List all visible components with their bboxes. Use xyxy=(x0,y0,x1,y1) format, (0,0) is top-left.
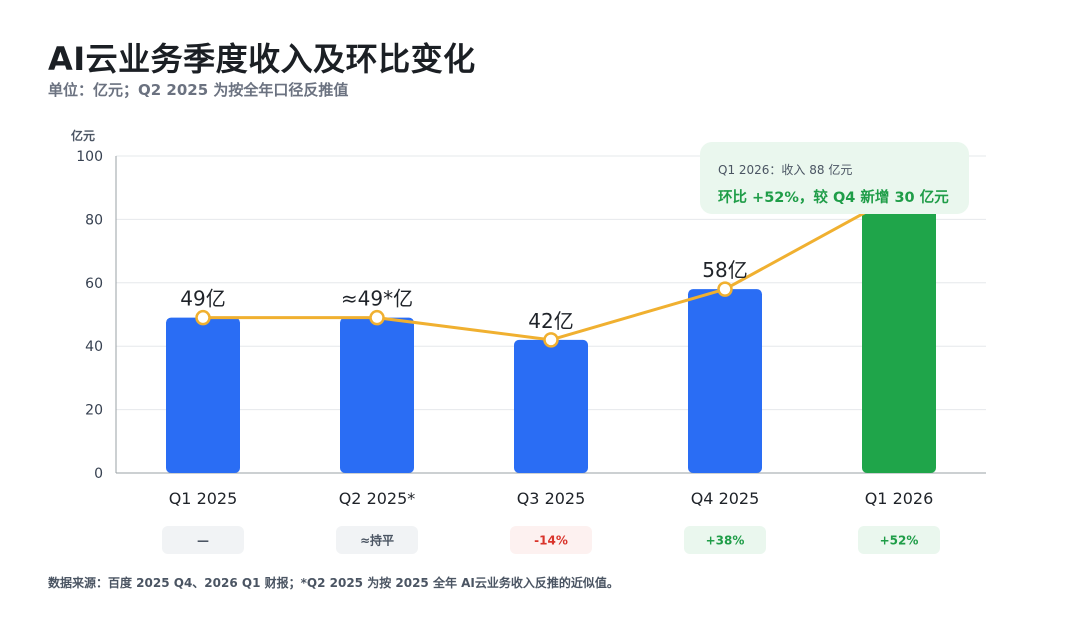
data-label: 49亿 xyxy=(180,287,225,311)
annotation-line1: Q1 2026：收入 88 亿元 xyxy=(718,162,852,177)
y-tick-label: 20 xyxy=(85,403,103,419)
y-tick-label: 0 xyxy=(94,466,103,482)
x-tick-label: Q1 2026 xyxy=(865,489,934,508)
trend-point xyxy=(369,309,385,326)
page-title: AI云业务季度收入及环比变化 xyxy=(48,40,476,78)
annotation-callout: Q1 2026：收入 88 亿元 环比 +52%，较 Q4 新增 30 亿元 xyxy=(700,142,969,214)
qoq-badge xyxy=(336,526,418,554)
x-tick-label: Q4 2025 xyxy=(691,489,760,508)
trend-point xyxy=(195,309,211,326)
trend-point xyxy=(543,332,559,348)
bar xyxy=(166,317,240,473)
qoq-badge-label: ≈持平 xyxy=(360,533,394,548)
annotation-line2: 环比 +52%，较 Q4 新增 30 亿元 xyxy=(718,188,949,206)
source-note: 数据来源：百度 2025 Q4、2026 Q1 财报；*Q2 2025 为按 2… xyxy=(48,576,619,590)
qoq-badge-label: -14% xyxy=(534,534,568,548)
bar xyxy=(340,317,414,473)
y-tick-label: 60 xyxy=(85,276,103,292)
trend-point xyxy=(717,281,733,297)
bar xyxy=(514,339,588,473)
y-tick-label: 80 xyxy=(85,212,103,228)
qoq-badge-label: — xyxy=(197,534,209,548)
x-tick-label: Q2 2025* xyxy=(339,489,416,508)
x-tick-label: Q3 2025 xyxy=(517,489,586,508)
data-label: ≈49*亿 xyxy=(341,287,413,311)
bar xyxy=(862,194,936,474)
data-label: 58亿 xyxy=(702,258,747,282)
qoq-badge-label: +38% xyxy=(706,534,745,548)
qoq-badge xyxy=(510,526,592,554)
y-tick-label: 40 xyxy=(85,339,103,355)
qoq-badge-label: +52% xyxy=(880,534,919,548)
page-subtitle: 单位：亿元；Q2 2025 为按全年口径反推值 xyxy=(48,81,349,99)
qoq-badge xyxy=(162,526,244,554)
data-label: 42亿 xyxy=(528,309,573,333)
x-tick-label: Q1 2025 xyxy=(169,489,238,508)
y-tick-label: 100 xyxy=(76,149,103,165)
bar xyxy=(688,289,762,473)
qoq-badge xyxy=(858,526,940,554)
qoq-badge xyxy=(684,526,766,554)
annotation-box xyxy=(700,142,969,214)
y-axis-unit-label: 亿元 xyxy=(71,128,95,143)
